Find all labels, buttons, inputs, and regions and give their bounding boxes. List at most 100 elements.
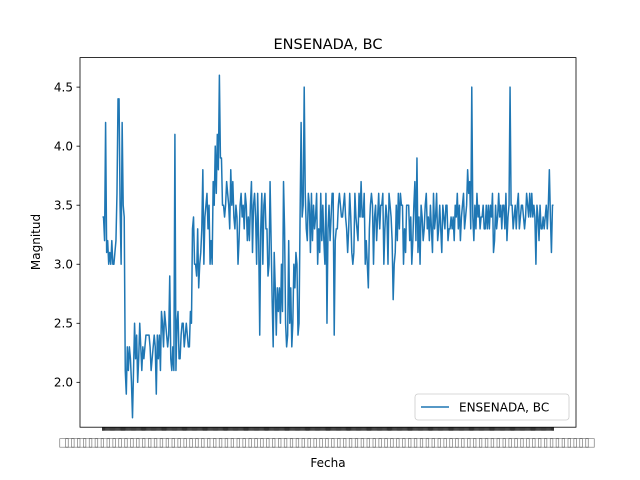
x-tick-label: □ <box>466 435 477 449</box>
x-tick-label: □ <box>567 435 578 449</box>
x-tick-label: □ <box>543 435 554 449</box>
x-tick-label: □ <box>307 435 318 449</box>
x-tick-label: □ <box>147 435 158 449</box>
y-tick-label: 4.5 <box>54 80 73 94</box>
x-tick-label: □ <box>271 435 282 449</box>
x-tick-label: □ <box>360 435 371 449</box>
x-tick-label: □ <box>230 435 241 449</box>
x-tick-label: □ <box>106 435 117 449</box>
x-tick-label: □ <box>531 435 542 449</box>
x-tick-label: □ <box>206 435 217 449</box>
x-tick-label: □ <box>135 435 146 449</box>
x-tick-label: □ <box>419 435 430 449</box>
y-axis-ticks: 2.0 2.5 3.0 3.5 4.0 4.5 <box>54 80 80 390</box>
y-tick-label: 2.5 <box>54 317 73 331</box>
x-tick-label: □ <box>94 435 105 449</box>
chart-title: ENSENADA, BC <box>273 37 382 53</box>
x-tick-label: □ <box>472 435 483 449</box>
y-tick-label: 2.0 <box>54 376 73 390</box>
x-tick-label: □ <box>484 435 495 449</box>
x-tick-label: □ <box>513 435 524 449</box>
x-tick-label: □ <box>366 435 377 449</box>
x-tick-label: □ <box>401 435 412 449</box>
x-tick-label: □ <box>259 435 270 449</box>
x-tick-label: □ <box>507 435 518 449</box>
x-tick-label: □ <box>117 435 128 449</box>
y-tick-label: 3.5 <box>54 199 73 213</box>
x-tick-label: □ <box>584 435 595 449</box>
x-tick-label: □ <box>123 435 134 449</box>
x-tick-label: □ <box>478 435 489 449</box>
x-tick-label: □ <box>354 435 365 449</box>
x-tick-label: □ <box>372 435 383 449</box>
x-axis-tick-labels: □□□□□□□□□□□□□□□□□□□□□□□□□□□□□□□□□□□□□□□□… <box>58 435 595 449</box>
series-line-ensenada <box>102 74 554 419</box>
x-tick-label: □ <box>129 435 140 449</box>
x-tick-label: □ <box>460 435 471 449</box>
x-tick-label: □ <box>165 435 176 449</box>
x-tick-label: □ <box>377 435 388 449</box>
x-tick-label: □ <box>188 435 199 449</box>
x-tick-label: □ <box>76 435 87 449</box>
x-tick-label: □ <box>407 435 418 449</box>
plot-frame <box>79 57 577 428</box>
x-tick-label: □ <box>171 435 182 449</box>
x-tick-label: □ <box>330 435 341 449</box>
x-tick-label: □ <box>561 435 572 449</box>
x-tick-label: □ <box>177 435 188 449</box>
x-tick-label: □ <box>555 435 566 449</box>
x-tick-label: □ <box>301 435 312 449</box>
y-tick-label: 3.0 <box>54 258 73 272</box>
x-tick-label: □ <box>549 435 560 449</box>
x-tick-label: □ <box>242 435 253 449</box>
x-tick-label: □ <box>318 435 329 449</box>
x-tick-label: □ <box>153 435 164 449</box>
x-tick-label: □ <box>277 435 288 449</box>
x-tick-label: □ <box>525 435 536 449</box>
x-tick-label: □ <box>58 435 69 449</box>
x-tick-label: □ <box>88 435 99 449</box>
x-tick-label: □ <box>537 435 548 449</box>
x-tick-label: □ <box>454 435 465 449</box>
x-tick-label: □ <box>448 435 459 449</box>
x-tick-label: □ <box>253 435 264 449</box>
x-axis-ticks <box>102 427 554 431</box>
y-tick-label: 4.0 <box>54 139 73 153</box>
x-tick-label: □ <box>224 435 235 449</box>
x-tick-label: □ <box>212 435 223 449</box>
x-tick-label: □ <box>573 435 584 449</box>
x-tick-label: □ <box>295 435 306 449</box>
x-tick-label: □ <box>283 435 294 449</box>
x-tick-label: □ <box>490 435 501 449</box>
x-tick-label: □ <box>389 435 400 449</box>
x-tick-label: □ <box>112 435 123 449</box>
x-tick-label: □ <box>289 435 300 449</box>
x-tick-label: □ <box>236 435 247 449</box>
x-tick-label: □ <box>502 435 513 449</box>
x-tick-label: □ <box>141 435 152 449</box>
x-tick-label: □ <box>82 435 93 449</box>
x-tick-label: □ <box>496 435 507 449</box>
x-tick-label: □ <box>413 435 424 449</box>
x-tick-label: □ <box>342 435 353 449</box>
x-tick-label: □ <box>431 435 442 449</box>
x-tick-label: □ <box>200 435 211 449</box>
x-tick-label: □ <box>519 435 530 449</box>
x-tick-label: □ <box>348 435 359 449</box>
x-axis-label: Fecha <box>310 456 345 470</box>
x-tick-label: □ <box>194 435 205 449</box>
x-tick-label: □ <box>182 435 193 449</box>
x-tick-label: □ <box>247 435 258 449</box>
y-axis-label: Magnitud <box>29 214 43 270</box>
x-tick-label: □ <box>425 435 436 449</box>
x-tick-label: □ <box>64 435 75 449</box>
x-tick-label: □ <box>159 435 170 449</box>
x-tick-label: □ <box>442 435 453 449</box>
x-tick-label: □ <box>578 435 589 449</box>
legend-box <box>414 393 570 421</box>
x-tick-label: □ <box>100 435 111 449</box>
x-tick-label: □ <box>70 435 81 449</box>
legend: ENSENADA, BC <box>414 393 570 421</box>
x-tick-label: □ <box>437 435 448 449</box>
